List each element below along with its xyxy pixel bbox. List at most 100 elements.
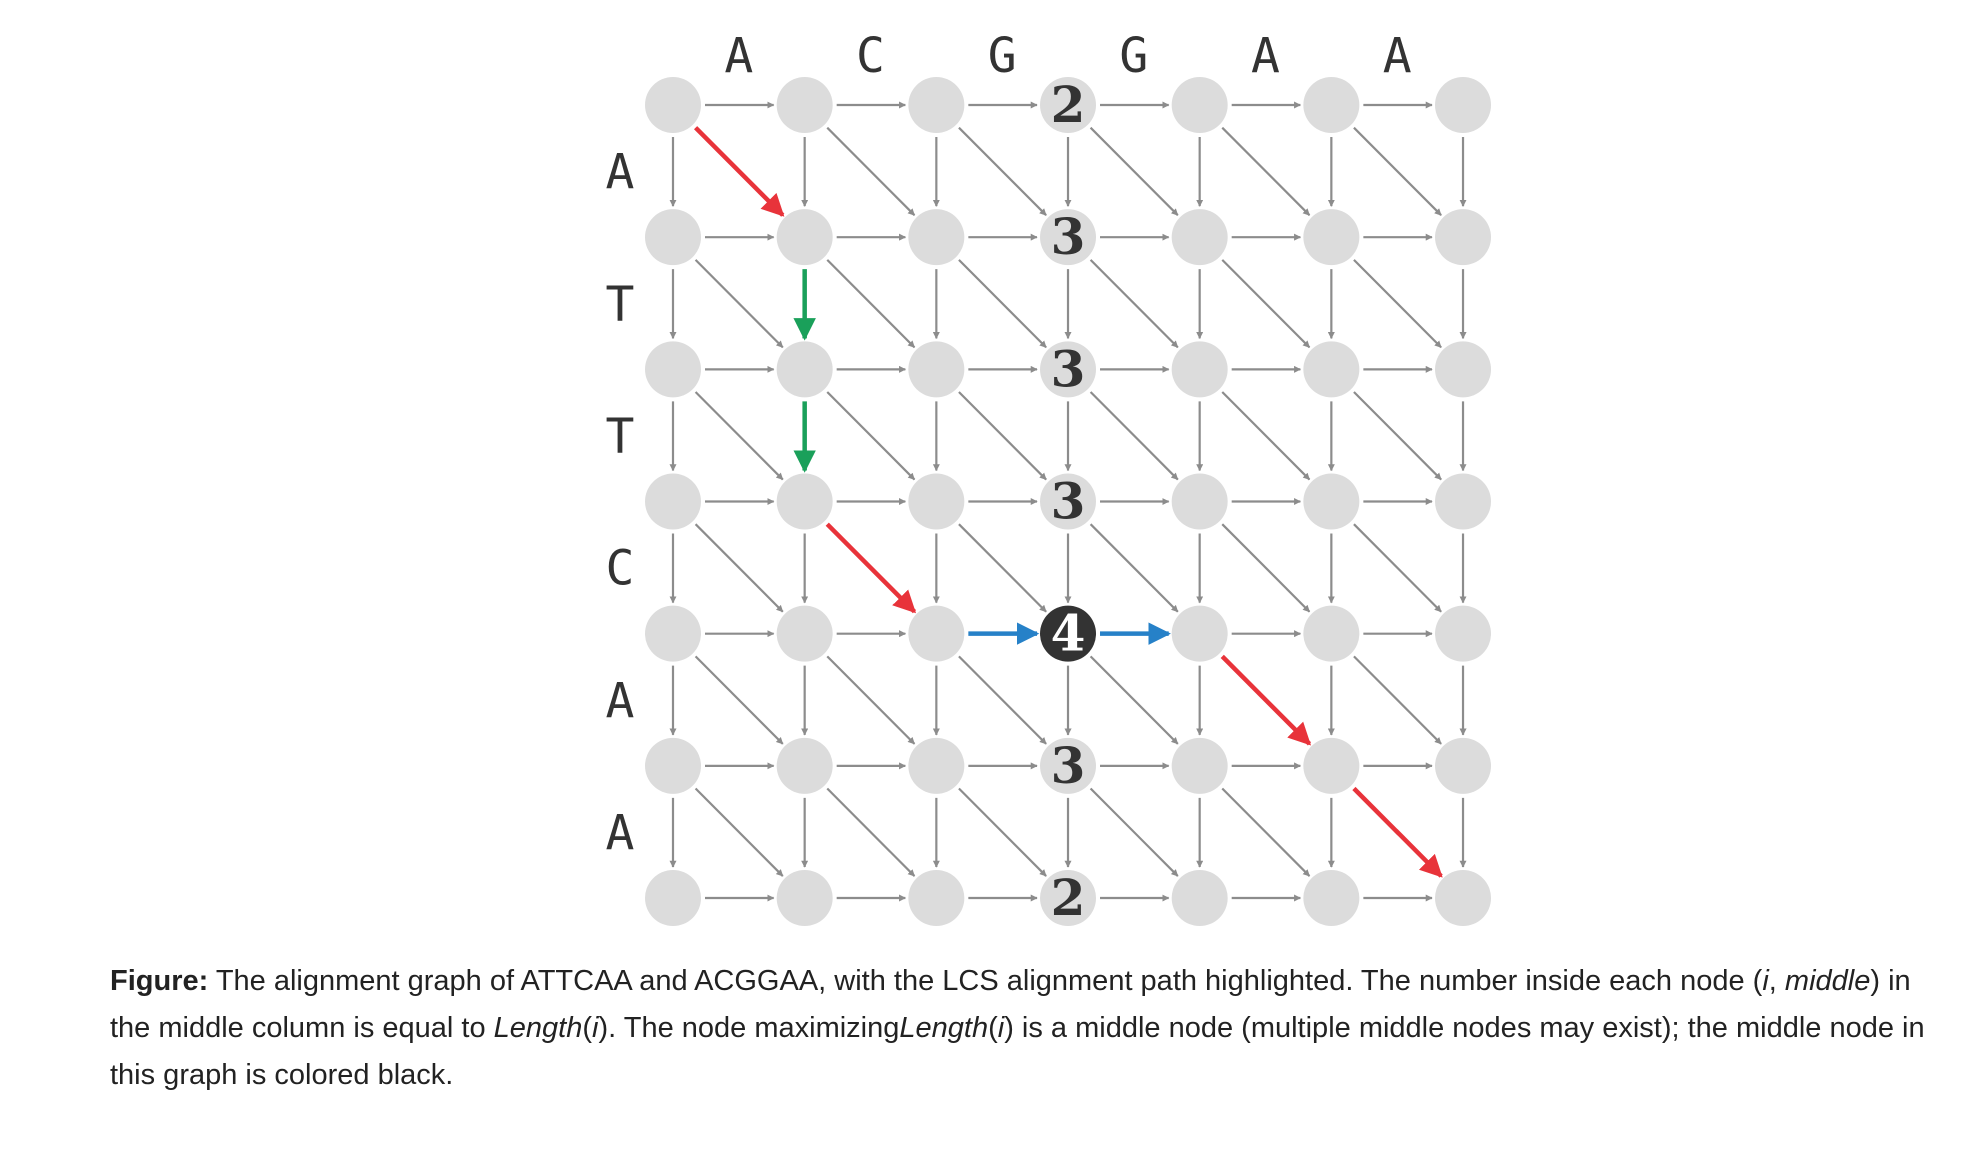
graph-node — [908, 605, 965, 662]
graph-node — [1040, 473, 1097, 530]
middle-node — [1040, 605, 1097, 662]
diagonal-edge — [1221, 259, 1311, 349]
top-sequence-letter: A — [1251, 28, 1280, 84]
graph-node — [645, 870, 701, 927]
figure-caption: Figure: The alignment graph of ATTCAA an… — [110, 958, 1950, 1099]
graph-node — [776, 341, 833, 398]
left-sequence-letter: A — [606, 673, 635, 729]
graph-node — [908, 209, 965, 266]
caption-italic: Length — [493, 1012, 583, 1044]
graph-node — [908, 870, 965, 927]
top-sequence-letter: C — [856, 28, 885, 84]
graph-node — [1171, 605, 1228, 662]
graph-node — [1040, 209, 1097, 266]
node-length-value: 3 — [1051, 736, 1086, 795]
graph-node — [1435, 209, 1492, 266]
graph-node — [776, 737, 833, 794]
top-sequence-letter: A — [724, 28, 753, 84]
path-diagonal-edge — [1220, 654, 1312, 746]
diagonal-edge — [958, 259, 1047, 349]
node-length-value: 3 — [1051, 339, 1086, 398]
diagonal-edge — [1353, 391, 1442, 481]
diagonal-edge — [826, 259, 916, 349]
diagonal-edge — [826, 787, 916, 877]
graph-node — [776, 209, 833, 266]
diagonal-edge — [694, 655, 784, 745]
caption-italic: middle — [1784, 965, 1871, 997]
graph-node — [1303, 473, 1360, 530]
diagonal-edge — [1221, 787, 1311, 877]
caption-sequence-1: ATTCAA — [520, 965, 632, 997]
diagonal-edge — [826, 655, 916, 745]
graph-node — [1435, 77, 1492, 133]
caption-text: ) — [598, 1012, 609, 1044]
top-sequence-letter: A — [1383, 28, 1412, 84]
graph-node — [776, 77, 833, 133]
graph-node — [1171, 77, 1228, 133]
diagonal-edge — [1089, 126, 1179, 216]
graph-node — [1171, 473, 1228, 530]
diagonal-edge — [1089, 259, 1179, 349]
diagonal-edge — [1221, 391, 1311, 481]
left-sequence-letter: A — [606, 805, 635, 861]
diagonal-edge — [694, 523, 784, 613]
top-sequence-letter: G — [988, 28, 1017, 84]
graph-node — [1171, 870, 1228, 927]
graph-node — [1171, 341, 1228, 398]
alignment-graph: 2 3 3 3 4 3 2 A C G G A A A T T C A A — [606, 28, 1492, 927]
graph-node — [1435, 341, 1492, 398]
caption-text: , — [1768, 965, 1785, 997]
diagonal-edge — [958, 126, 1047, 216]
highlighted-lcs-path — [693, 126, 1443, 878]
graph-node — [1040, 870, 1097, 927]
graph-node — [1435, 870, 1492, 927]
caption-italic: Length — [899, 1012, 989, 1044]
graph-node — [645, 77, 701, 133]
graph-node — [1435, 737, 1492, 794]
diagonal-edge — [826, 126, 916, 216]
diagonal-edge — [1089, 523, 1179, 613]
graph-node — [1040, 341, 1097, 398]
diagonal-edge — [1089, 787, 1179, 877]
diagonal-edge — [1353, 655, 1442, 745]
caption-italic: i — [592, 1012, 599, 1044]
caption-text: ( — [582, 1012, 593, 1044]
graph-node — [908, 737, 965, 794]
diagonal-edge — [1353, 126, 1442, 216]
graph-node — [908, 473, 965, 530]
sequence-labels: A C G G A A A T T C A A — [606, 28, 1412, 861]
graph-edges — [669, 101, 1467, 902]
graph-node — [1303, 605, 1360, 662]
diagonal-edge — [1221, 523, 1311, 613]
graph-node — [1040, 77, 1097, 133]
caption-italic: i — [997, 1012, 1005, 1044]
path-diagonal-edge — [1352, 786, 1443, 878]
diagonal-edge — [958, 523, 1047, 613]
graph-node — [1303, 209, 1360, 266]
caption-text: ) — [1004, 1012, 1014, 1044]
diagonal-edge — [694, 391, 784, 481]
diagonal-edge — [826, 391, 916, 481]
node-length-value: 3 — [1051, 472, 1086, 531]
left-sequence-letter: T — [606, 276, 635, 332]
graph-node — [776, 473, 833, 530]
diagonal-edge — [958, 391, 1047, 481]
node-length-value: 2 — [1051, 868, 1086, 927]
caption-italic: i — [1762, 965, 1769, 997]
node-length-value: 4 — [1051, 604, 1086, 663]
caption-text: ( — [988, 1012, 998, 1044]
caption-text: is a middle node (multiple middle nodes … — [110, 1012, 1925, 1091]
diagonal-edge — [1089, 655, 1179, 745]
graph-nodes: 2 3 3 3 4 3 2 — [645, 75, 1492, 927]
graph-node — [1303, 737, 1360, 794]
path-diagonal-edge — [825, 522, 917, 614]
graph-node — [645, 473, 701, 530]
graph-node — [645, 341, 701, 398]
node-length-value: 2 — [1051, 75, 1086, 134]
caption-text: The alignment graph of — [208, 965, 521, 997]
caption-text: . The node maximizing — [608, 1012, 900, 1044]
graph-node — [645, 737, 701, 794]
left-sequence-letter: T — [606, 408, 635, 464]
left-sequence-letter: C — [606, 541, 635, 597]
